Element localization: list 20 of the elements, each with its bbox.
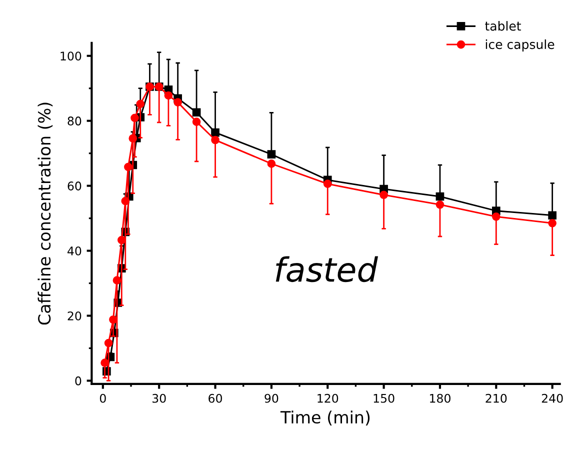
x-tick-label: 0 xyxy=(100,394,106,403)
y-tick-label: 80 xyxy=(68,116,82,126)
x-tick-label: 60 xyxy=(208,394,222,403)
y-tick-label: 60 xyxy=(68,182,82,190)
x-tick-label: 210 xyxy=(486,394,507,403)
y-tick-label: 40 xyxy=(68,246,82,256)
annotation: fasted xyxy=(276,256,378,282)
x-tick-label: 120 xyxy=(318,394,338,403)
x-axis-title: Time (min) xyxy=(280,410,370,426)
y-tick-label: 0 xyxy=(75,376,82,386)
x-tick-label: 150 xyxy=(374,394,394,403)
legend-label: tablet xyxy=(485,21,522,31)
legend-label: ice capsule xyxy=(486,39,554,52)
y-axis-title: Caffeine concentration (%) xyxy=(38,102,53,325)
x-tick-label: 30 xyxy=(152,394,166,403)
x-tick-label: 90 xyxy=(264,394,278,403)
y-tick-label: 20 xyxy=(68,311,82,320)
y-tick-label: 100 xyxy=(60,52,82,61)
x-tick-label: 180 xyxy=(430,394,450,403)
x-tick-label: 240 xyxy=(542,394,563,403)
